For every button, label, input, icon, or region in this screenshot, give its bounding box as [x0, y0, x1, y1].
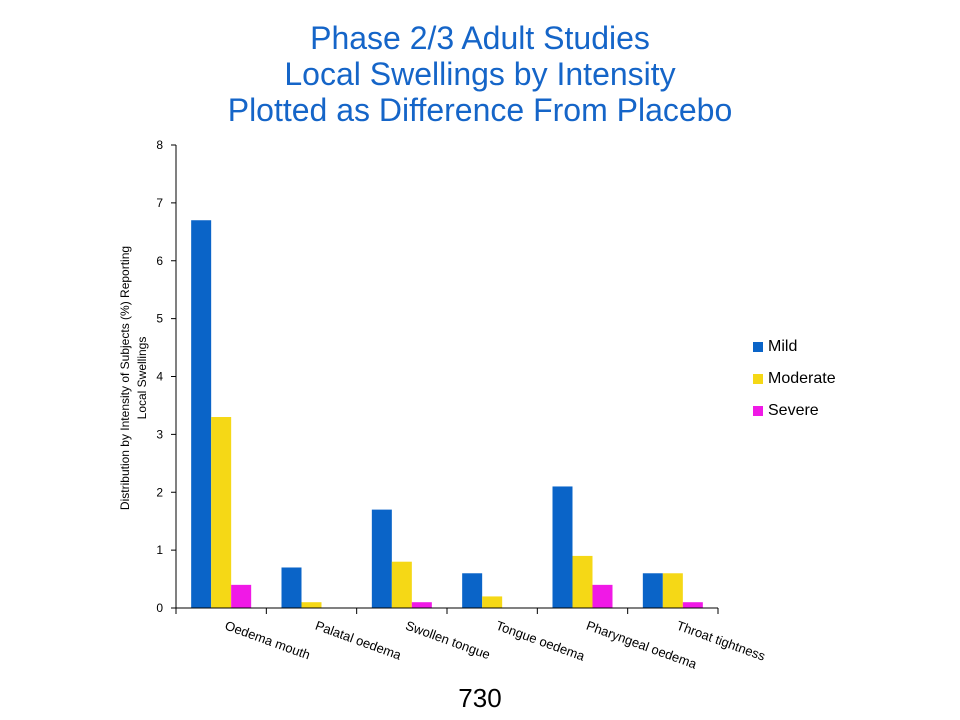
- legend-item-severe: Severe: [753, 400, 836, 422]
- bars: [191, 220, 703, 609]
- y-tick-label: 1: [156, 543, 163, 557]
- bar-moderate-tongue-oedema: [482, 596, 503, 608]
- bar-moderate-pharyngeal-oedema: [572, 555, 593, 608]
- y-tick-label: 4: [156, 370, 163, 384]
- y-tick-label: 2: [156, 485, 163, 499]
- legend: Mild Moderate Severe: [753, 336, 836, 432]
- page-number: 730: [458, 683, 502, 713]
- legend-label-mild: Mild: [768, 338, 798, 355]
- bar-severe-oedema-mouth: [231, 584, 252, 608]
- y-axis-label-line-1: Distribution by Intensity of Subjects (%…: [118, 246, 132, 510]
- chart-title-line-1: Phase 2/3 Adult Studies: [310, 20, 650, 56]
- chart-title-line-3: Plotted as Difference From Placebo: [227, 92, 733, 128]
- x-tick-label: Palatal oedema: [313, 618, 404, 663]
- bar-mild-pharyngeal-oedema: [552, 486, 573, 608]
- bar-mild-oedema-mouth: [191, 220, 212, 609]
- x-tick-label: Swollen tongue: [404, 618, 493, 663]
- x-tick-label: Oedema mouth: [223, 618, 312, 663]
- y-axis: 0 1 2 3 4 5 6 7 8: [156, 138, 177, 615]
- legend-label-moderate: Moderate: [768, 370, 836, 387]
- bar-moderate-palatal-oedema: [301, 602, 322, 608]
- y-tick-label: 5: [156, 312, 163, 326]
- legend-swatch-moderate: [753, 374, 763, 384]
- chart-title: Phase 2/3 Adult Studies Local Swellings …: [0, 20, 960, 128]
- bar-mild-tongue-oedema: [462, 573, 483, 608]
- legend-label-severe: Severe: [768, 402, 819, 419]
- y-tick-label: 8: [156, 138, 163, 152]
- y-tick-label: 0: [156, 601, 163, 615]
- y-tick-label: 3: [156, 427, 163, 441]
- bar-moderate-oedema-mouth: [211, 417, 232, 608]
- chart-title-line-2: Local Swellings by Intensity: [284, 56, 676, 92]
- bar-moderate-throat-tightness: [662, 573, 683, 608]
- y-tick-label: 7: [156, 196, 163, 210]
- y-axis-label-line-2: Local Swellings: [135, 337, 149, 420]
- legend-item-moderate: Moderate: [753, 368, 836, 390]
- bar-moderate-swollen-tongue: [391, 561, 412, 608]
- y-tick-label: 6: [156, 254, 163, 268]
- bar-mild-swollen-tongue: [371, 509, 392, 608]
- x-tick-label: Tongue oedema: [494, 618, 587, 664]
- bar-mild-throat-tightness: [642, 573, 663, 608]
- y-axis-label: Distribution by Intensity of Subjects (%…: [118, 246, 149, 510]
- legend-swatch-mild: [753, 342, 763, 352]
- bar-severe-throat-tightness: [682, 602, 703, 608]
- bar-mild-palatal-oedema: [281, 567, 302, 608]
- bar-severe-swollen-tongue: [411, 602, 432, 608]
- legend-swatch-severe: [753, 406, 763, 416]
- x-axis: Oedema mouth Palatal oedema Swollen tongue…: [175, 607, 768, 672]
- legend-item-mild: Mild: [753, 336, 836, 358]
- bar-severe-pharyngeal-oedema: [592, 584, 613, 608]
